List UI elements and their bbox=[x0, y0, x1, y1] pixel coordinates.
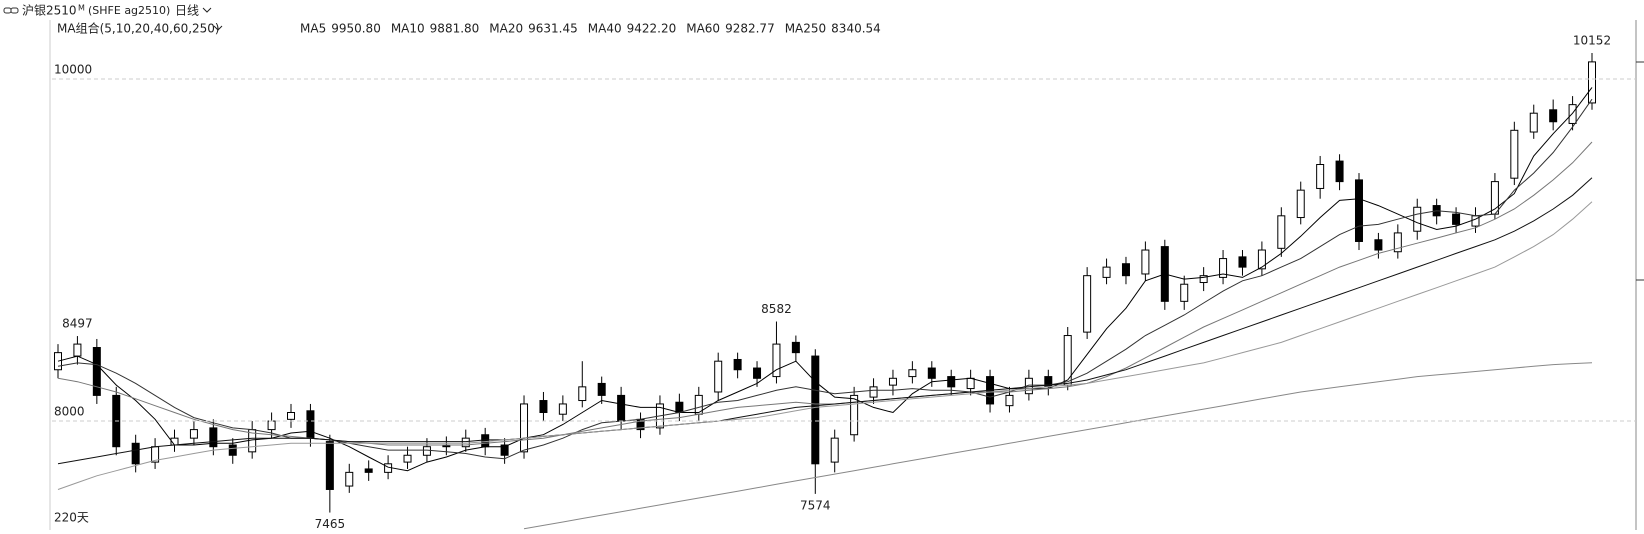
candle-body bbox=[131, 442, 140, 465]
candle-body bbox=[403, 454, 412, 463]
candle-body bbox=[92, 347, 101, 396]
candle-body bbox=[267, 420, 276, 431]
candle-body bbox=[830, 437, 839, 463]
high-label: 8497 bbox=[62, 317, 93, 331]
link-icon[interactable] bbox=[3, 7, 19, 14]
ma-name: MA60 bbox=[686, 22, 720, 36]
candle-body bbox=[325, 441, 334, 490]
candle-body bbox=[966, 377, 975, 390]
candle-body bbox=[1549, 109, 1558, 123]
candle-body bbox=[1568, 104, 1577, 124]
ma-name: MA20 bbox=[489, 22, 523, 36]
candle-body bbox=[345, 471, 354, 487]
title-bar bbox=[0, 0, 1644, 20]
candle-body bbox=[947, 376, 956, 388]
ma-name: MA250 bbox=[785, 22, 826, 36]
candle-body bbox=[1296, 189, 1305, 219]
candle-body bbox=[733, 358, 742, 371]
candle-body bbox=[228, 444, 237, 456]
candle-body bbox=[422, 446, 431, 456]
ma-name: MA10 bbox=[391, 22, 425, 36]
candle-body bbox=[869, 386, 878, 398]
high-label: 8582 bbox=[761, 302, 792, 316]
low-label: 7574 bbox=[800, 498, 831, 512]
period-count: 220天 bbox=[54, 511, 89, 525]
candle-body bbox=[927, 367, 936, 379]
candle-body bbox=[1452, 213, 1461, 225]
candle-body bbox=[1510, 129, 1519, 179]
indicator-selector[interactable]: MA组合(5,10,20,40,60,250) bbox=[57, 21, 220, 36]
ma-line bbox=[523, 362, 1593, 530]
candle-body bbox=[364, 468, 373, 473]
candle-body bbox=[753, 367, 762, 379]
ma-name: MA5 bbox=[300, 22, 326, 36]
candle-body bbox=[1354, 179, 1363, 242]
ma-value: 8340.54 bbox=[831, 22, 881, 36]
candle-body bbox=[1316, 164, 1325, 189]
candle-body bbox=[850, 394, 859, 436]
candle-body bbox=[500, 444, 509, 456]
candle-body bbox=[306, 410, 315, 439]
main-badge: M bbox=[78, 4, 85, 13]
candle-body bbox=[1141, 249, 1150, 275]
candle-body bbox=[1374, 239, 1383, 251]
candle-body bbox=[1199, 275, 1208, 284]
candle-body bbox=[1588, 61, 1596, 104]
candle-body bbox=[189, 429, 198, 439]
ma-value: 9950.80 bbox=[331, 22, 381, 36]
ma-value: 9631.45 bbox=[528, 22, 578, 36]
ma-line bbox=[57, 177, 1593, 465]
candle-body bbox=[1529, 112, 1538, 133]
candle-body bbox=[1257, 249, 1266, 270]
ma-line bbox=[57, 87, 1593, 472]
y-tick-label: 8000 bbox=[54, 405, 85, 419]
candle-body bbox=[811, 355, 820, 465]
ma-name: MA40 bbox=[588, 22, 622, 36]
candle-body bbox=[1005, 394, 1014, 407]
symbol-name: 沪银2510 bbox=[22, 4, 77, 18]
candle-body bbox=[73, 343, 82, 357]
candle-body bbox=[1083, 275, 1092, 333]
indicator-dropdown[interactable] bbox=[213, 25, 223, 31]
period-selector[interactable]: 日线 bbox=[175, 4, 199, 18]
candle-body bbox=[1180, 283, 1189, 302]
low-label: 7465 bbox=[315, 517, 346, 530]
candle-body bbox=[888, 377, 897, 386]
candle-body bbox=[1393, 232, 1402, 253]
symbol-code: (SHFE ag2510) bbox=[88, 4, 170, 17]
period-dropdown[interactable] bbox=[202, 7, 212, 13]
ma-value: 9422.20 bbox=[627, 22, 677, 36]
candle-body bbox=[617, 394, 626, 422]
candle-body bbox=[772, 343, 781, 378]
plot-area bbox=[54, 52, 1596, 530]
candle-body bbox=[675, 401, 684, 414]
candle-body bbox=[481, 434, 490, 448]
candle-body bbox=[578, 386, 587, 402]
ma-value: 9881.80 bbox=[430, 22, 480, 36]
candle-body bbox=[558, 403, 567, 415]
candle-body bbox=[791, 341, 800, 354]
y-tick-label: 10000 bbox=[54, 62, 92, 76]
ma-value: 9282.77 bbox=[725, 22, 775, 36]
candle-body bbox=[461, 437, 470, 448]
high-label: 10152 bbox=[1573, 33, 1611, 47]
candle-body bbox=[1413, 206, 1422, 232]
candle-body bbox=[1277, 215, 1286, 249]
candle-body bbox=[520, 403, 529, 453]
candle-body bbox=[597, 382, 606, 396]
candle-body bbox=[1238, 256, 1247, 268]
candle-body bbox=[539, 400, 548, 414]
candle-body bbox=[287, 412, 296, 420]
candle-body bbox=[714, 360, 723, 393]
candle-body bbox=[1102, 266, 1111, 278]
candle-body bbox=[1335, 160, 1344, 183]
ma-line bbox=[57, 201, 1593, 490]
candle-body bbox=[209, 427, 218, 448]
candle-body bbox=[1219, 258, 1228, 278]
candle-body bbox=[1063, 335, 1072, 386]
candle-body bbox=[908, 369, 917, 378]
candle-body bbox=[1121, 263, 1130, 277]
